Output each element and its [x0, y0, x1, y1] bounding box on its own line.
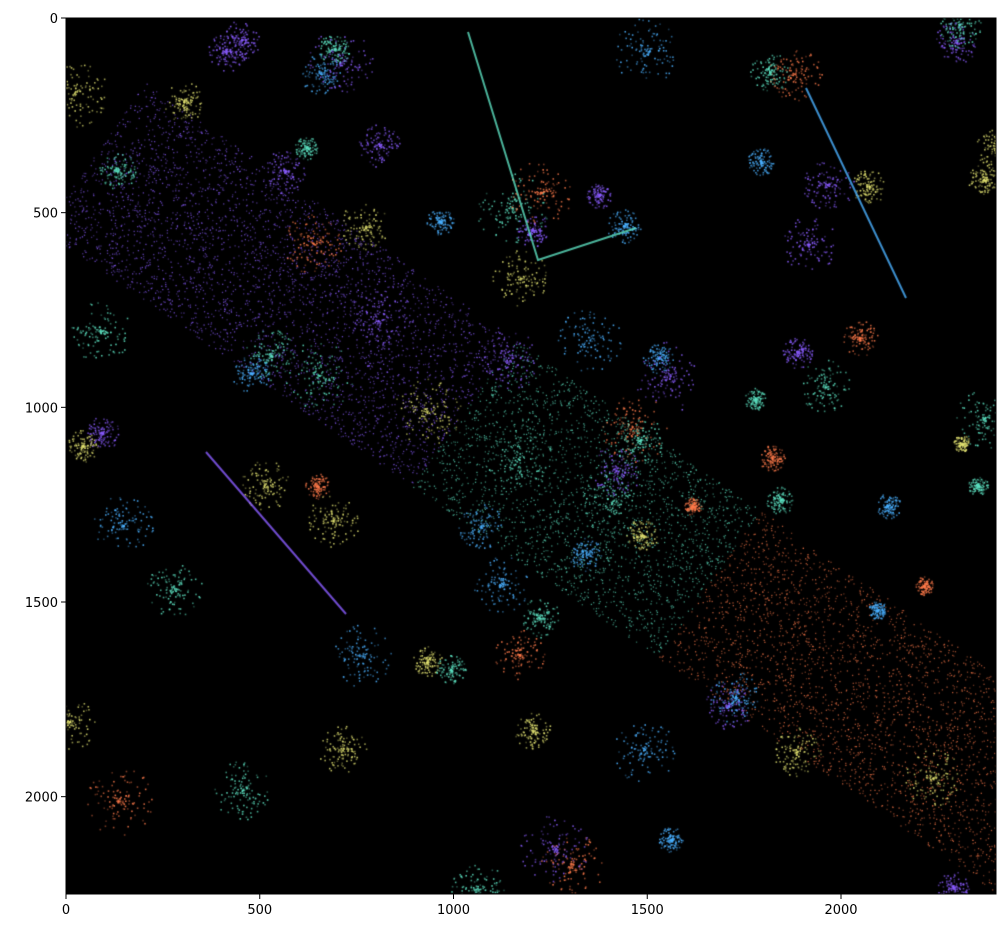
y-tick-label: 0: [50, 12, 58, 27]
x-tick-label: 2000: [824, 903, 857, 918]
y-tick-label: 2000: [25, 791, 58, 806]
axes-frame: [65, 17, 997, 895]
x-tick-label: 1500: [631, 903, 664, 918]
lidar-point-cloud-image: [66, 18, 996, 894]
x-tick-label: 500: [247, 903, 272, 918]
y-tick-label: 500: [33, 207, 58, 222]
x-tick-label: 1000: [437, 903, 470, 918]
y-tick-label: 1000: [25, 401, 58, 416]
y-tick-label: 1500: [25, 596, 58, 611]
x-tick-label: 0: [62, 903, 70, 918]
